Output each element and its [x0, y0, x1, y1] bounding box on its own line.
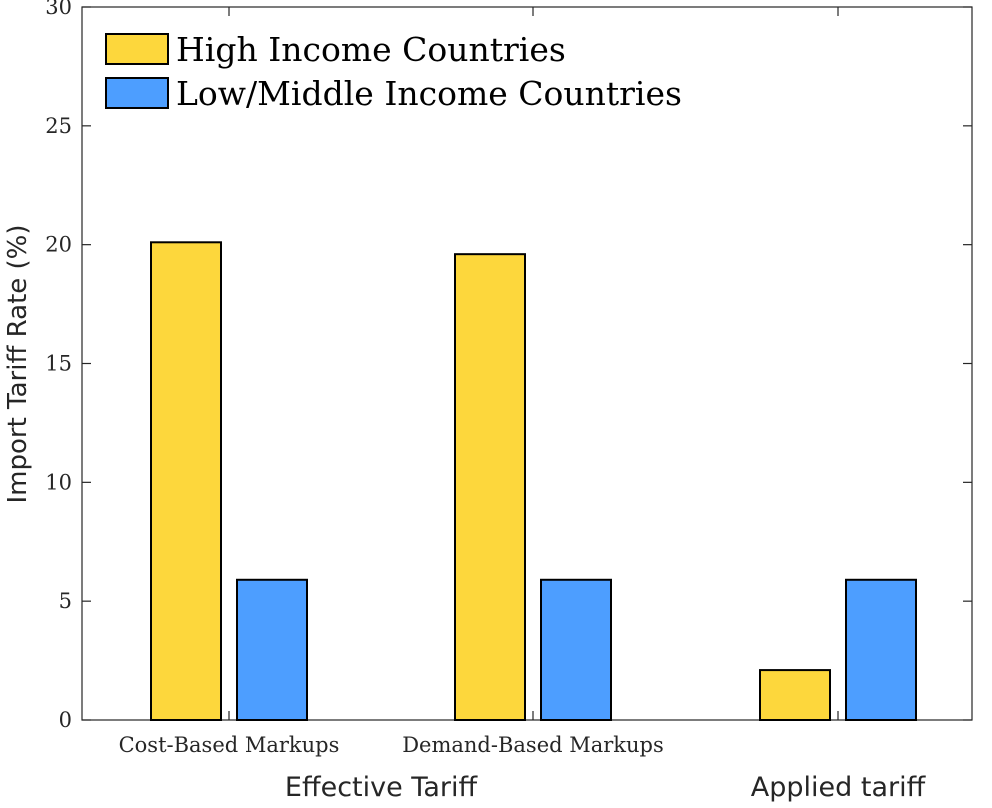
y-tick-label: 25 [45, 114, 72, 138]
bar-high-income-1 [454, 253, 526, 721]
x-category-label: Cost-Based Markups [119, 733, 340, 757]
bar-high-income-2 [759, 669, 831, 722]
legend: High Income Countries Low/Middle Income C… [105, 30, 682, 113]
y-tick-label: 15 [45, 352, 72, 376]
x-category-labels: Cost-Based Markups Demand-Based Markups Ef… [119, 7, 927, 803]
axes-frame [81, 6, 973, 721]
legend-label: High Income Countries [176, 30, 566, 69]
x-group-label: Applied tariff [751, 772, 927, 803]
y-axis-label: Import Tariff Rate (%) [3, 224, 33, 503]
y-tick-label: 20 [45, 233, 72, 257]
y-ticks: 0 5 10 15 20 25 30 [45, 0, 972, 732]
x-category-label: Demand-Based Markups [402, 733, 664, 757]
bar-low-middle-income-1 [540, 578, 612, 721]
y-tick-label: 30 [45, 0, 72, 19]
legend-swatch [105, 77, 169, 109]
bar-high-income-0 [150, 241, 222, 721]
y-tick-label: 5 [59, 589, 72, 613]
y-tick-label: 10 [45, 470, 72, 494]
legend-swatch [105, 33, 169, 65]
bar-low-middle-income-2 [845, 578, 917, 721]
bar-low-middle-income-0 [236, 578, 308, 721]
bars [150, 241, 917, 722]
plot-area [81, 6, 973, 721]
y-tick-label: 0 [59, 708, 72, 732]
x-group-label: Effective Tariff [285, 772, 479, 803]
legend-label: Low/Middle Income Countries [176, 74, 682, 113]
